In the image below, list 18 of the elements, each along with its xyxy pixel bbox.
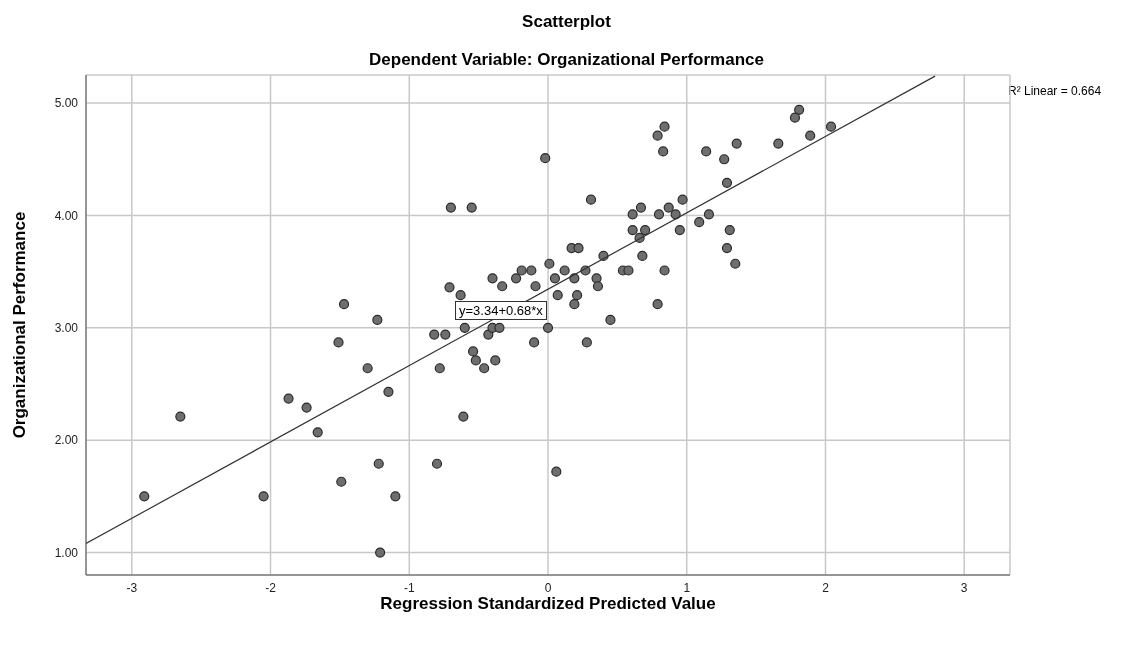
x-tick-label: 0	[544, 580, 552, 595]
x-axis-title: Regression Standardized Predicted Value	[379, 594, 717, 614]
x-tick-label: 2	[822, 580, 830, 595]
chart-subtitle: Dependent Variable: Organizational Performance	[368, 50, 765, 70]
y-tick-label: 5.00	[54, 96, 79, 111]
y-tick-label: 4.00	[54, 208, 79, 223]
x-tick-label: 1	[683, 580, 691, 595]
x-tick-label: -3	[126, 580, 138, 595]
annotation: R² Linear = 0.664	[1008, 84, 1102, 98]
y-tick-label: 3.00	[54, 321, 79, 336]
y-tick-label: 1.00	[54, 545, 79, 560]
annotation: y=3.34+0.68*x	[455, 301, 547, 320]
chart-title: Scatterplot	[521, 12, 612, 32]
x-tick-label: -2	[265, 580, 277, 595]
y-axis-title: Organizational Performance	[10, 211, 30, 439]
x-tick-label: 3	[960, 580, 968, 595]
x-tick-label: -1	[403, 580, 415, 595]
y-tick-label: 2.00	[54, 433, 79, 448]
